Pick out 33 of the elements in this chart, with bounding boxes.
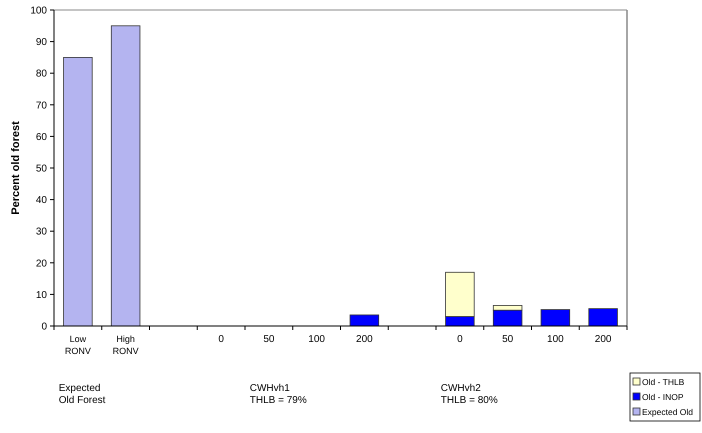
x-tick-label: 100 <box>547 334 564 345</box>
x-tick-label: 200 <box>594 334 612 345</box>
bar <box>588 308 618 326</box>
bar <box>540 309 570 326</box>
x-tick-label: 50 <box>502 334 514 345</box>
x-tick-label: Low RONV <box>64 334 91 356</box>
legend-label: Old - INOP <box>642 392 684 402</box>
y-tick-label: 10 <box>36 290 48 301</box>
y-tick-label: 30 <box>36 226 48 238</box>
x-tick-label: 50 <box>263 334 275 345</box>
y-tick-label: 80 <box>36 68 48 80</box>
text: Expected Old Forest <box>58 383 106 406</box>
y-tick-label: 70 <box>36 100 48 112</box>
x-tick-label: 100 <box>308 334 326 345</box>
bar <box>110 25 140 326</box>
y-axis-title: Percent old forest <box>10 120 22 215</box>
y-tick-label: 100 <box>30 6 48 16</box>
x-tick-label: 0 <box>218 334 224 345</box>
y-tick-label: 20 <box>36 258 48 270</box>
bar <box>350 314 380 326</box>
x-tick-label: 0 <box>457 334 464 345</box>
y-tick-label: 40 <box>36 195 48 206</box>
x-tick-label: High RONV <box>112 334 139 356</box>
y-tick-label: 90 <box>36 37 48 48</box>
text: CWHvh1 THLB = 79% <box>250 383 307 406</box>
x-tick-label: 200 <box>356 334 374 345</box>
y-tick-label: 0 <box>41 322 48 332</box>
y-tick-label: 60 <box>36 132 48 143</box>
legend-label: Expected Old <box>642 407 694 417</box>
text: CWHvh2 THLB = 80% <box>440 383 498 406</box>
y-tick-label: 50 <box>36 164 48 174</box>
legend-label: Old - THLB <box>642 377 685 387</box>
bar <box>63 57 93 326</box>
